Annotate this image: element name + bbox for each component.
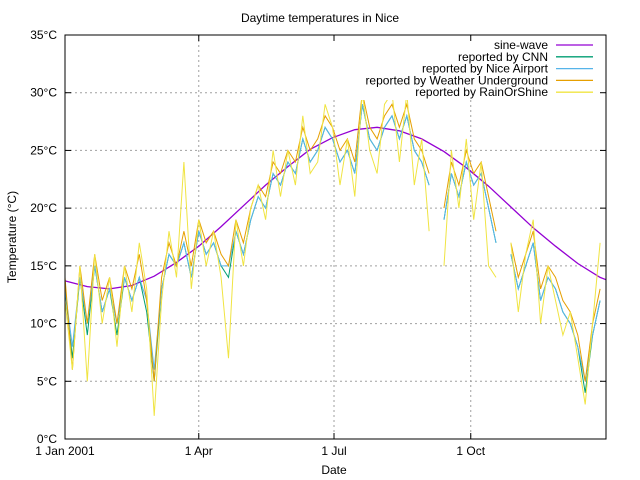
series-line-4 (64, 91, 601, 416)
x-tick-label: 1 Oct (456, 444, 485, 458)
y-tick-label: 35°C (30, 28, 57, 42)
x-axis-label: Date (321, 463, 347, 477)
plot-border (64, 34, 607, 440)
axes: 0°C 5°C 10°C 15°C 20°C 25°C 30°C 35°C 1 Jan 2001… (30, 28, 607, 458)
y-tick-label: 0°C (37, 432, 57, 446)
x-tick-label: 1 Apr (185, 444, 213, 458)
x-tick-label: 1 Jan 2001 (35, 444, 95, 458)
plot-lines (64, 91, 607, 416)
legend-entry-label: reported by Weather Underground (365, 73, 548, 87)
y-tick-label: 5°C (37, 374, 57, 388)
series-line-sine-wave (64, 126, 607, 290)
legend-entry-label: reported by RainOrShine (415, 85, 548, 99)
legend-entry-label: sine-wave (494, 38, 548, 52)
y-axis-label: Temperature (°C) (5, 191, 19, 283)
x-tick-label: 1 Jul (321, 444, 346, 458)
y-tick-label: 15°C (30, 259, 57, 273)
legend-entry-label: reported by Nice Airport (422, 62, 549, 76)
y-tick-label: 30°C (30, 86, 57, 100)
chart-title: Daytime temperatures in Nice (241, 11, 399, 25)
y-tick-label: 25°C (30, 143, 57, 157)
y-tick-label: 20°C (30, 201, 57, 215)
y-tick-label: 10°C (30, 317, 57, 331)
legend-background (298, 36, 605, 100)
legend-entry-label: reported by CNN (458, 50, 548, 64)
